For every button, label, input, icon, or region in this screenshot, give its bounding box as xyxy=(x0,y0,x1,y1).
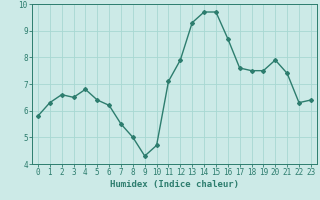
X-axis label: Humidex (Indice chaleur): Humidex (Indice chaleur) xyxy=(110,180,239,189)
